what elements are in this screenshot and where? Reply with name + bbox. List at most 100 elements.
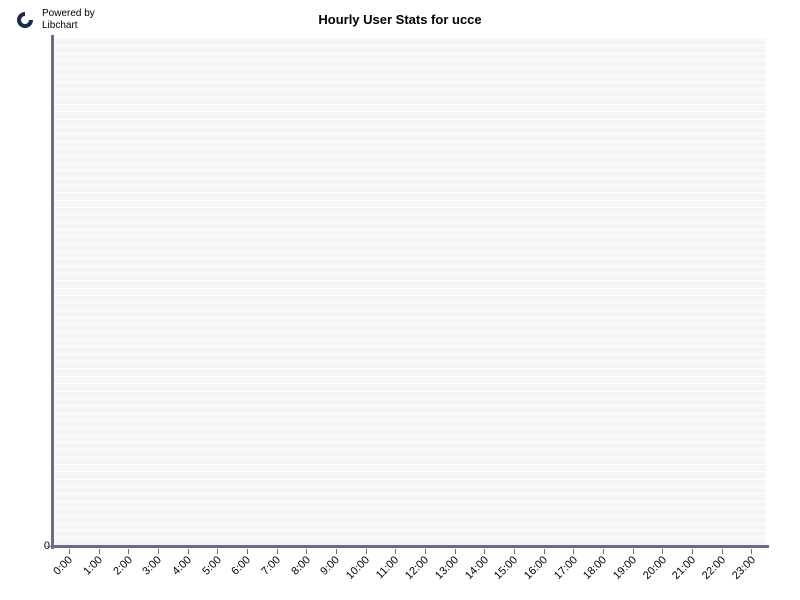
xtick-label: 7:00 — [259, 554, 283, 578]
gridline — [54, 280, 766, 281]
gridline — [54, 104, 766, 105]
gridline — [54, 214, 766, 215]
xtick-mark — [484, 549, 485, 554]
gridline — [54, 163, 766, 164]
xtick-mark — [603, 549, 604, 554]
ytick-mark — [47, 546, 52, 547]
xtick-mark — [336, 549, 337, 554]
gridline — [54, 295, 766, 296]
xtick-mark — [425, 549, 426, 554]
gridline — [54, 258, 766, 259]
xtick-label: 2:00 — [111, 554, 135, 578]
gridline — [54, 156, 766, 157]
gridline — [54, 413, 766, 414]
xtick-container: 0:001:002:003:004:005:006:007:008:009:00… — [54, 546, 766, 590]
gridline — [54, 111, 766, 112]
xtick-mark — [692, 549, 693, 554]
attribution-line2: Libchart — [42, 20, 95, 32]
xtick-label: 16:00 — [522, 554, 550, 582]
gridline — [54, 398, 766, 399]
gridline — [54, 53, 766, 54]
gridline — [54, 185, 766, 186]
gridline — [54, 464, 766, 465]
xtick-mark — [395, 549, 396, 554]
xtick-label: 10:00 — [344, 554, 372, 582]
xtick-label: 8:00 — [289, 554, 313, 578]
gridline — [54, 38, 766, 39]
xtick-mark — [366, 549, 367, 554]
gridline — [54, 427, 766, 428]
attribution-line1: Powered by — [42, 8, 95, 20]
xtick-label: 17:00 — [552, 554, 580, 582]
gridline — [54, 420, 766, 421]
libchart-icon — [14, 9, 36, 31]
gridline — [54, 67, 766, 68]
xtick-label: 13:00 — [433, 554, 461, 582]
gridline — [54, 368, 766, 369]
xtick-mark — [633, 549, 634, 554]
xtick-mark — [69, 549, 70, 554]
gridline — [54, 515, 766, 516]
xtick-mark — [751, 549, 752, 554]
gridline — [54, 479, 766, 480]
gridline — [54, 486, 766, 487]
gridline — [54, 200, 766, 201]
gridline — [54, 266, 766, 267]
xtick-label: 4:00 — [170, 554, 194, 578]
xtick-mark — [455, 549, 456, 554]
gridline — [54, 346, 766, 347]
xtick-mark — [128, 549, 129, 554]
xtick-label: 5:00 — [200, 554, 224, 578]
xtick-mark — [158, 549, 159, 554]
gridline — [54, 97, 766, 98]
xtick-mark — [247, 549, 248, 554]
gridline — [54, 508, 766, 509]
gridline — [54, 376, 766, 377]
xtick-label: 14:00 — [463, 554, 491, 582]
xtick-mark — [573, 549, 574, 554]
gridline — [54, 192, 766, 193]
xtick-label: 9:00 — [319, 554, 343, 578]
gridline — [54, 45, 766, 46]
gridline — [54, 178, 766, 179]
chart-plot-area: 0 0:001:002:003:004:005:006:007:008:009:… — [54, 38, 766, 546]
gridline — [54, 60, 766, 61]
xtick-label: 15:00 — [492, 554, 520, 582]
gridline — [54, 383, 766, 384]
xtick-label: 18:00 — [581, 554, 609, 582]
gridline — [54, 391, 766, 392]
gridline — [54, 236, 766, 237]
gridline — [54, 361, 766, 362]
xtick-mark — [544, 549, 545, 554]
xtick-mark — [306, 549, 307, 554]
gridline — [54, 141, 766, 142]
gridline — [54, 273, 766, 274]
gridline — [54, 288, 766, 289]
gridline — [54, 354, 766, 355]
gridline — [54, 126, 766, 127]
gridline — [54, 82, 766, 83]
gridline — [54, 310, 766, 311]
xtick-label: 19:00 — [611, 554, 639, 582]
gridline — [54, 324, 766, 325]
gridline — [54, 222, 766, 223]
gridline — [54, 457, 766, 458]
gridline — [54, 493, 766, 494]
xtick-label: 23:00 — [730, 554, 758, 582]
gridline — [54, 75, 766, 76]
xtick-label: 22:00 — [700, 554, 728, 582]
gridline — [54, 119, 766, 120]
gridline — [54, 471, 766, 472]
xtick-mark — [722, 549, 723, 554]
attribution-text: Powered by Libchart — [42, 8, 95, 32]
gridlines — [54, 38, 766, 546]
gridline — [54, 133, 766, 134]
xtick-label: 20:00 — [641, 554, 669, 582]
gridline — [54, 501, 766, 502]
gridline — [54, 229, 766, 230]
xtick-label: 1:00 — [81, 554, 105, 578]
xtick-label: 6:00 — [230, 554, 254, 578]
gridline — [54, 523, 766, 524]
gridline — [54, 449, 766, 450]
gridline — [54, 332, 766, 333]
